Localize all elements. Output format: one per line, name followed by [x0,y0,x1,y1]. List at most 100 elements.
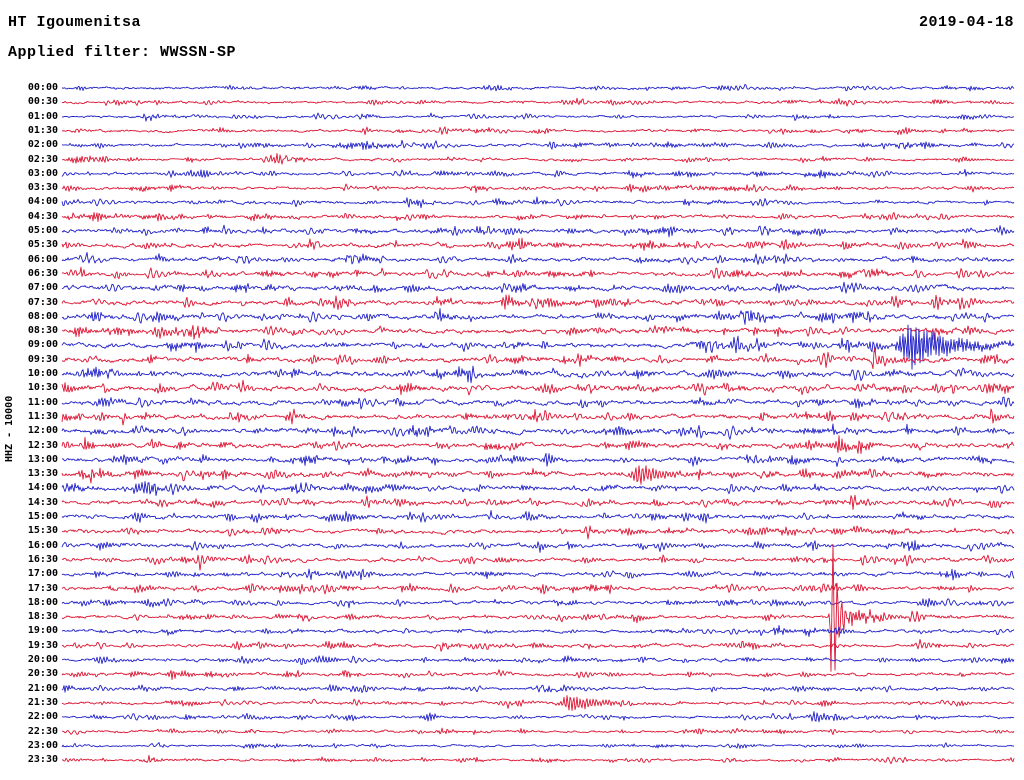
time-label-21:00: 21:00 [27,682,58,694]
trace-row-06:30 [61,266,1015,280]
trace-row-10:30 [61,379,1015,396]
time-label-06:30: 06:30 [27,267,58,279]
time-label-00:30: 00:30 [27,96,58,108]
trace-row-02:00 [61,139,1015,151]
time-label-02:30: 02:30 [27,153,58,165]
time-label-04:00: 04:00 [27,196,58,208]
time-label-08:30: 08:30 [27,325,58,337]
trace-row-20:30 [61,669,1015,681]
trace-row-02:30 [61,153,1014,165]
trace-row-06:00 [61,251,1015,265]
time-label-12:30: 12:30 [27,439,58,451]
trace-row-12:00 [61,423,1015,440]
time-label-20:00: 20:00 [27,654,58,665]
trace-row-08:30 [61,324,1015,340]
trace-row-17:30 [61,582,1015,595]
trace-row-21:00 [61,684,1015,694]
trace-row-07:00 [61,281,1015,294]
time-label-11:30: 11:30 [27,410,58,422]
time-label-01:30: 01:30 [27,124,58,136]
time-label-20:30: 20:30 [27,668,58,680]
trace-row-12:30 [61,435,1015,455]
trace-row-18:30 [61,544,1015,672]
time-label-17:30: 17:30 [27,582,58,594]
time-label-14:00: 14:00 [27,482,58,494]
trace-row-17:00 [61,568,1015,581]
trace-row-16:00 [61,540,1015,553]
time-label-03:00: 03:00 [27,167,58,179]
trace-row-11:30 [61,408,1015,426]
trace-row-14:30 [61,494,1015,510]
trace-row-16:30 [61,554,1015,571]
trace-row-19:30 [61,638,1015,652]
trace-row-05:30 [61,237,1015,251]
time-label-21:30: 21:30 [27,696,58,708]
time-label-19:00: 19:00 [27,625,58,637]
trace-row-23:30 [61,754,1015,765]
time-label-18:30: 18:30 [27,611,58,623]
trace-row-19:00 [61,625,1015,637]
time-label-16:30: 16:30 [27,553,58,565]
trace-row-04:00 [61,196,1015,209]
trace-row-09:30 [61,347,1015,370]
time-label-03:30: 03:30 [27,182,58,194]
time-label-07:30: 07:30 [27,296,58,308]
time-label-16:00: 16:00 [27,539,58,551]
trace-row-13:30 [61,465,1015,485]
trace-row-03:30 [61,183,1014,193]
trace-row-04:30 [61,212,1015,222]
time-label-10:30: 10:30 [27,382,58,394]
trace-row-01:00 [61,112,1015,122]
trace-row-18:00 [61,597,1015,609]
time-label-18:00: 18:00 [27,596,58,608]
trace-row-10:00 [61,365,1015,384]
trace-row-00:00 [61,83,1015,92]
time-label-04:30: 04:30 [27,210,58,222]
time-label-13:00: 13:00 [27,453,58,465]
time-label-07:00: 07:00 [27,282,58,294]
trace-row-22:30 [61,727,1015,736]
trace-row-15:00 [61,509,1015,524]
time-label-10:00: 10:00 [27,368,58,379]
time-label-06:00: 06:00 [27,253,58,265]
trace-row-14:00 [61,481,1015,497]
date-label: 2019-04-18 [918,14,1014,31]
trace-row-23:00 [61,742,1015,749]
time-label-12:00: 12:00 [27,425,58,437]
trace-row-15:30 [61,525,1015,540]
time-label-22:00: 22:00 [27,711,58,723]
trace-row-07:30 [61,294,1015,311]
time-label-22:30: 22:30 [27,725,58,737]
trace-row-09:00 [61,324,1015,370]
trace-row-08:00 [61,308,1015,325]
time-label-05:30: 05:30 [27,239,58,251]
time-label-02:00: 02:00 [27,139,58,151]
station-title: HT Igoumenitsa [8,14,142,31]
trace-row-03:00 [61,168,1015,179]
time-label-23:30: 23:30 [27,754,58,766]
trace-row-01:30 [61,126,1015,136]
trace-row-11:00 [61,396,1015,410]
trace-row-22:00 [61,711,1015,723]
time-label-17:00: 17:00 [27,568,58,580]
trace-row-05:00 [61,224,1015,238]
trace-row-21:30 [61,695,1014,712]
time-label-11:00: 11:00 [27,396,58,408]
time-label-15:30: 15:30 [27,525,58,537]
time-label-08:00: 08:00 [27,310,58,322]
time-label-00:00: 00:00 [27,82,58,93]
time-label-23:00: 23:00 [27,739,58,751]
trace-row-13:00 [61,452,1015,467]
time-label-09:00: 09:00 [27,339,58,351]
time-label-13:30: 13:30 [27,468,58,480]
time-label-19:30: 19:30 [27,639,58,651]
trace-row-20:00 [62,655,1015,665]
filter-label: Applied filter: WWSSN-SP [8,44,237,61]
trace-row-00:30 [61,97,1015,107]
time-label-15:00: 15:00 [27,511,58,522]
time-label-05:00: 05:00 [27,225,58,236]
time-label-14:30: 14:30 [27,496,58,508]
time-label-09:30: 09:30 [27,353,58,365]
